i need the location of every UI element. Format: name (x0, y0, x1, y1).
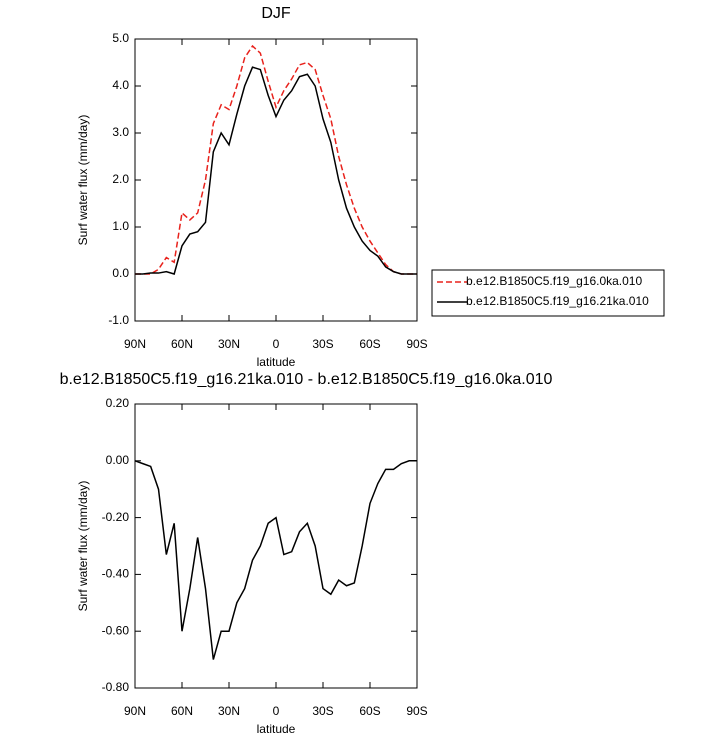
series-line (135, 66, 417, 275)
x-tick-label: 60S (359, 337, 380, 351)
y-tick-label: -0.60 (102, 623, 130, 637)
y-tick-label: 0.20 (106, 396, 130, 410)
x-tick-label: 60N (171, 337, 193, 351)
y-tick-label: 2.0 (112, 172, 129, 186)
y-tick-label: 1.0 (112, 219, 129, 233)
x-tick-label: 90N (124, 337, 146, 351)
y-tick-label: -0.40 (102, 567, 130, 581)
y-axis-label: Surf water flux (mm/day) (76, 115, 90, 246)
x-tick-label: 30S (312, 704, 333, 718)
y-tick-label: 0.0 (112, 266, 129, 280)
x-tick-label: 0 (273, 337, 280, 351)
series-line (135, 44, 417, 275)
x-axis-label: latitude (257, 722, 296, 736)
plot-frame (134, 38, 418, 322)
series-line (134, 460, 417, 660)
plot-frame (134, 403, 418, 689)
x-tick-label: 30S (312, 337, 333, 351)
chart-title: b.e12.B1850C5.f19_g16.21ka.010 - b.e12.B… (60, 371, 553, 388)
y-tick-label: -1.0 (108, 313, 129, 327)
y-tick-label: 5.0 (112, 31, 129, 45)
legend-box (431, 269, 665, 317)
y-tick-label: 0.00 (106, 453, 130, 467)
x-tick-label: 90N (124, 704, 146, 718)
x-axis-label: latitude (257, 355, 296, 369)
y-tick-label: -0.20 (102, 510, 130, 524)
chart-title: DJF (261, 5, 291, 22)
x-tick-label: 60S (359, 704, 380, 718)
legend-label: b.e12.B1850C5.f19_g16.0ka.010 (466, 274, 642, 288)
x-tick-label: 0 (273, 704, 280, 718)
y-tick-label: 4.0 (112, 78, 129, 92)
x-tick-label: 30N (218, 704, 240, 718)
x-tick-label: 60N (171, 704, 193, 718)
x-tick-label: 90S (406, 704, 427, 718)
x-tick-label: 90S (406, 337, 427, 351)
y-axis-label: Surf water flux (mm/day) (76, 481, 90, 612)
x-tick-label: 30N (218, 337, 240, 351)
y-tick-label: -0.80 (102, 680, 130, 694)
y-tick-label: 3.0 (112, 125, 129, 139)
legend-label: b.e12.B1850C5.f19_g16.21ka.010 (466, 294, 649, 308)
